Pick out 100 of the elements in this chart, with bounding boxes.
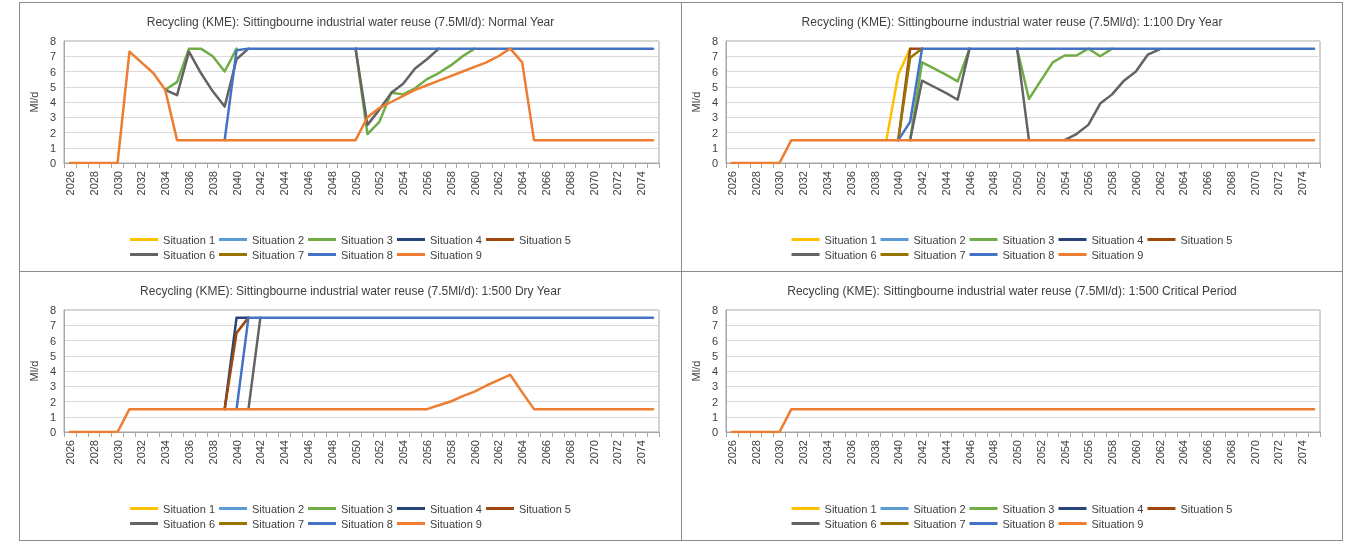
legend-label: Situation 3 [341, 502, 393, 515]
x-tick-label: 2056 [420, 440, 433, 465]
y-tick-label: 6 [49, 334, 57, 347]
y-tick-label: 5 [49, 80, 57, 93]
x-tick-label: 2030 [773, 171, 786, 196]
y-tick-label: 7 [711, 50, 719, 63]
legend-label: Situation 5 [1180, 502, 1233, 515]
x-tick-label: 2054 [397, 171, 410, 196]
y-tick-label: 3 [49, 111, 57, 124]
chart-title: Recycling (KME): Sittingbourne industrial water reuse (7.5Ml/d): Normal Year [146, 15, 555, 29]
legend-label: Situation 9 [1091, 248, 1144, 261]
legend-label: Situation 8 [341, 248, 393, 261]
x-tick-label: 2072 [1272, 171, 1285, 196]
legend-label: Situation 7 [252, 517, 305, 530]
x-tick-label: 2052 [373, 440, 386, 465]
x-tick-label: 2026 [725, 440, 738, 465]
y-tick-label: 7 [711, 319, 719, 332]
y-tick-label: 5 [711, 80, 719, 93]
x-tick-label: 2032 [135, 171, 148, 196]
legend-label: Situation 9 [1091, 517, 1144, 530]
legend-label: Situation 1 [163, 502, 216, 515]
x-tick-label: 2048 [325, 171, 338, 196]
x-tick-label: 2054 [397, 440, 410, 465]
x-tick-label: 2060 [1129, 440, 1142, 465]
x-tick-label: 2064 [516, 171, 529, 196]
x-tick-label: 2040 [230, 440, 243, 465]
y-tick-label: 0 [711, 157, 719, 169]
x-tick-label: 2058 [444, 440, 457, 465]
chart-title: Recycling (KME): Sittingbourne industrial water reuse (7.5Ml/d): 1:500 Critical Period [787, 284, 1237, 298]
x-tick-label: 2066 [539, 440, 552, 465]
legend-label: Situation 1 [824, 233, 877, 246]
legend-label: Situation 6 [163, 517, 216, 530]
x-tick-label: 2040 [230, 171, 243, 196]
legend-label: Situation 7 [913, 248, 966, 261]
y-tick-label: 8 [49, 35, 57, 47]
legend-label: Situation 3 [1002, 502, 1055, 515]
x-tick-label: 2074 [635, 171, 648, 196]
x-tick-label: 2038 [206, 171, 219, 196]
x-tick-label: 2052 [1034, 171, 1047, 196]
x-tick-label: 2056 [1082, 171, 1095, 196]
legend-label: Situation 8 [1002, 248, 1055, 261]
legend-label: Situation 2 [252, 502, 305, 515]
x-tick-label: 2062 [492, 171, 505, 196]
x-tick-label: 2040 [892, 440, 905, 465]
x-tick-label: 2042 [916, 171, 929, 196]
x-tick-label: 2046 [301, 440, 314, 465]
x-tick-label: 2034 [159, 171, 172, 196]
legend-label: Situation 2 [252, 233, 305, 246]
y-tick-label: 2 [49, 126, 57, 139]
x-tick-label: 2028 [87, 440, 100, 465]
x-tick-label: 2044 [278, 440, 291, 465]
y-tick-label: 6 [711, 334, 719, 347]
x-tick-label: 2058 [444, 171, 457, 196]
x-tick-label: 2034 [159, 440, 172, 465]
x-tick-label: 2038 [868, 171, 881, 196]
y-tick-label: 2 [711, 126, 719, 139]
x-tick-label: 2068 [563, 171, 576, 196]
x-tick-label: 2072 [611, 440, 624, 465]
y-tick-label: 4 [49, 365, 57, 377]
y-tick-label: 4 [711, 365, 719, 377]
x-tick-label: 2030 [773, 440, 786, 465]
x-tick-label: 2064 [1177, 440, 1190, 465]
x-tick-label: 2072 [1272, 440, 1285, 465]
x-tick-label: 2026 [63, 171, 76, 196]
x-tick-label: 2036 [844, 440, 857, 465]
x-tick-label: 2044 [939, 171, 952, 196]
x-tick-label: 2070 [587, 171, 600, 196]
x-tick-label: 2046 [963, 171, 976, 196]
legend-label: Situation 4 [429, 502, 482, 515]
legend-label: Situation 8 [1002, 517, 1055, 530]
legend-label: Situation 8 [341, 517, 393, 530]
x-tick-label: 2070 [587, 440, 600, 465]
y-tick-label: 6 [49, 65, 57, 78]
x-tick-label: 2052 [373, 171, 386, 196]
legend-label: Situation 2 [913, 502, 966, 515]
x-tick-label: 2028 [749, 171, 762, 196]
x-tick-label: 2040 [892, 171, 905, 196]
x-tick-label: 2050 [349, 171, 362, 196]
x-tick-label: 2026 [63, 440, 76, 465]
x-tick-label: 2028 [749, 440, 762, 465]
chart-title: Recycling (KME): Sittingbourne industrial water reuse (7.5Ml/d): 1:100 Dry Year [801, 15, 1223, 29]
x-tick-label: 2036 [182, 440, 195, 465]
x-tick-label: 2052 [1034, 440, 1047, 465]
x-tick-label: 2060 [468, 171, 481, 196]
legend-label: Situation 4 [1091, 233, 1144, 246]
y-tick-label: 8 [711, 304, 719, 316]
x-tick-label: 2074 [1296, 440, 1309, 465]
y-tick-label: 1 [49, 410, 57, 423]
y-tick-label: 0 [49, 426, 57, 438]
x-tick-label: 2074 [1296, 171, 1309, 196]
x-tick-label: 2042 [254, 171, 267, 196]
legend-label: Situation 4 [429, 233, 482, 246]
y-tick-label: 7 [49, 319, 57, 332]
x-tick-label: 2068 [1224, 171, 1237, 196]
legend-label: Situation 9 [429, 517, 482, 530]
legend-label: Situation 6 [824, 248, 877, 261]
y-tick-label: 6 [711, 65, 719, 78]
x-tick-label: 2044 [939, 440, 952, 465]
x-tick-label: 2030 [111, 440, 124, 465]
line-series [68, 373, 655, 434]
